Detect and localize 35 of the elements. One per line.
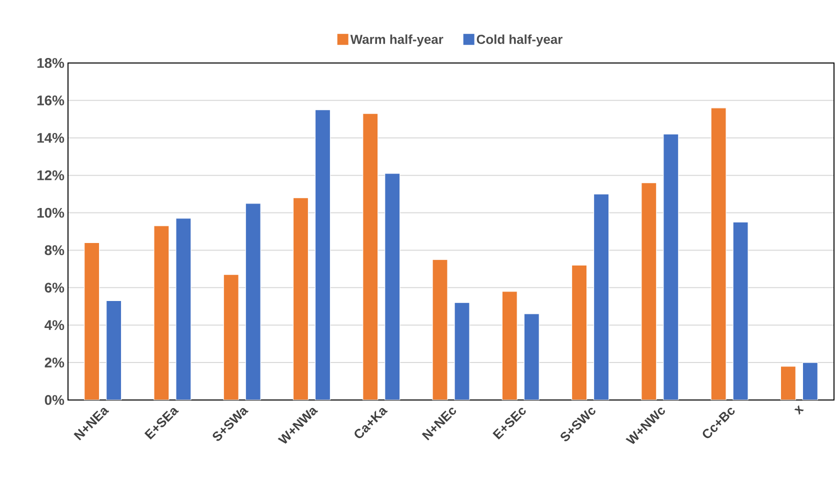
bar xyxy=(384,173,400,400)
bar xyxy=(106,300,122,400)
bar xyxy=(314,109,331,400)
bar xyxy=(641,182,657,400)
bar xyxy=(454,302,470,400)
bar xyxy=(84,242,100,400)
bar xyxy=(432,259,448,400)
bar xyxy=(223,274,239,400)
bar xyxy=(176,218,192,400)
bar xyxy=(593,194,610,400)
bar xyxy=(571,264,588,400)
y-tick-label: 8% xyxy=(44,245,64,256)
bar xyxy=(362,113,378,400)
y-tick-label: 4% xyxy=(44,320,64,330)
y-tick-label: 10% xyxy=(37,208,64,218)
bar xyxy=(502,291,518,400)
bar xyxy=(292,197,309,400)
bar xyxy=(524,314,540,400)
y-tick-label: 12% xyxy=(37,170,64,180)
bar xyxy=(802,362,818,400)
bar xyxy=(154,226,170,400)
y-tick-label: 6% xyxy=(44,282,64,293)
bar xyxy=(710,108,726,400)
bar xyxy=(245,203,261,400)
y-tick-label: 0% xyxy=(44,395,64,405)
bar xyxy=(732,222,748,400)
legend-label: Warm half-year xyxy=(350,34,444,47)
y-tick-label: 16% xyxy=(37,95,64,106)
bar xyxy=(663,134,679,400)
bar xyxy=(780,366,796,400)
x-tick-label: x xyxy=(794,405,804,415)
legend-label: Cold half-year xyxy=(476,34,562,47)
y-tick-label: 14% xyxy=(37,132,64,143)
y-tick-label: 18% xyxy=(37,58,64,68)
y-tick-label: 2% xyxy=(44,358,64,368)
